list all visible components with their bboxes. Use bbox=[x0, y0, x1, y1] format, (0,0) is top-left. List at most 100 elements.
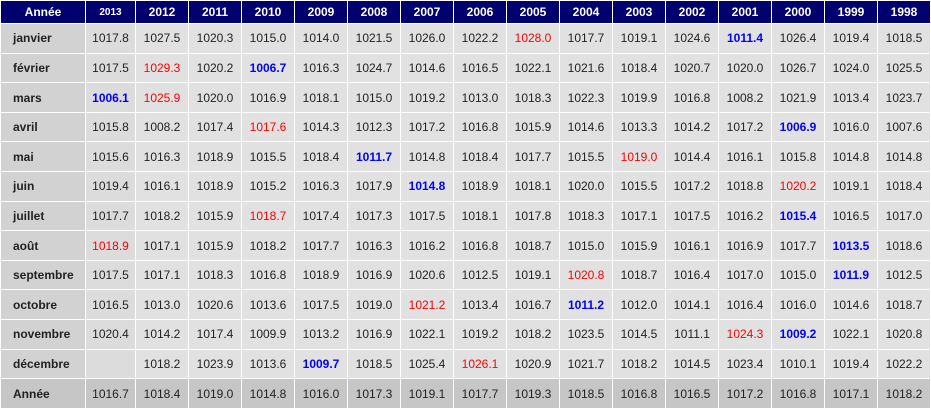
value-cell: 1026.7 bbox=[771, 52, 825, 84]
value-cell: 1017.2 bbox=[400, 111, 454, 143]
value-cell: 1016.2 bbox=[718, 200, 772, 232]
value-cell: 1018.1 bbox=[294, 82, 348, 113]
value-cell: 1014.5 bbox=[665, 348, 719, 380]
value-cell: 1016.9 bbox=[241, 82, 295, 113]
value-cell: 1023.5 bbox=[559, 319, 613, 350]
value-cell: 1016.3 bbox=[347, 230, 401, 261]
value-cell: 1023.7 bbox=[877, 82, 931, 113]
value-cell: 1009.9 bbox=[241, 319, 295, 350]
value-cell: 1013.3 bbox=[612, 111, 666, 143]
value-cell: 1022.1 bbox=[400, 319, 454, 350]
value-cell: 1016.8 bbox=[771, 378, 825, 409]
value-cell: 1016.5 bbox=[85, 289, 136, 321]
value-cell: 1024.7 bbox=[347, 52, 401, 84]
value-cell: 1017.7 bbox=[559, 23, 613, 54]
value-cell: 1023.4 bbox=[718, 348, 772, 380]
value-cell: 1021.9 bbox=[771, 82, 825, 113]
value-cell: 1017.8 bbox=[85, 23, 136, 54]
value-cell bbox=[85, 348, 136, 380]
value-cell: 1020.2 bbox=[771, 171, 825, 202]
value-cell: 1019.2 bbox=[453, 319, 507, 350]
value-cell: 1019.0 bbox=[612, 141, 666, 173]
value-cell: 1019.1 bbox=[506, 259, 560, 291]
value-cell: 1018.2 bbox=[506, 319, 560, 350]
row-label: décembre bbox=[0, 348, 86, 380]
value-cell: 1021.6 bbox=[559, 52, 613, 84]
year-header: 2006 bbox=[453, 0, 507, 24]
value-cell: 1020.7 bbox=[665, 52, 719, 84]
value-cell: 1016.5 bbox=[824, 200, 878, 232]
value-cell: 1006.9 bbox=[771, 111, 825, 143]
month-row: juillet 1017.7 1018.2 1015.9 1018.7 1017.4 101… bbox=[0, 200, 931, 232]
value-cell: 1017.7 bbox=[294, 230, 348, 261]
value-cell: 1021.2 bbox=[400, 289, 454, 321]
value-cell: 1017.1 bbox=[135, 259, 189, 291]
value-cell: 1017.5 bbox=[294, 289, 348, 321]
annual-row: Année 1016.7 1018.4 1019.0 1014.8 1016.0 1017.… bbox=[0, 378, 931, 409]
year-header: 2004 bbox=[559, 0, 613, 24]
value-cell: 1016.3 bbox=[294, 52, 348, 84]
value-cell: 1020.3 bbox=[188, 23, 242, 54]
value-cell: 1017.4 bbox=[294, 200, 348, 232]
value-cell: 1015.6 bbox=[85, 141, 136, 173]
value-cell: 1016.8 bbox=[612, 378, 666, 409]
row-label: janvier bbox=[0, 23, 86, 54]
value-cell: 1019.9 bbox=[612, 82, 666, 113]
value-cell: 1016.9 bbox=[347, 319, 401, 350]
year-header: 2003 bbox=[612, 0, 666, 24]
value-cell: 1016.8 bbox=[665, 82, 719, 113]
value-cell: 1026.1 bbox=[453, 348, 507, 380]
year-header: 2013 bbox=[85, 0, 136, 24]
value-cell: 1015.5 bbox=[612, 171, 666, 202]
value-cell: 1013.4 bbox=[453, 289, 507, 321]
month-row: novembre 1020.4 1014.2 1017.4 1009.9 1013.2 10… bbox=[0, 319, 931, 350]
month-row: mai 1015.6 1016.3 1018.9 1015.5 1018.4 1011.7 1… bbox=[0, 141, 931, 173]
value-cell: 1018.8 bbox=[718, 171, 772, 202]
row-label: février bbox=[0, 52, 86, 84]
row-label: mai bbox=[0, 141, 86, 173]
value-cell: 1011.2 bbox=[559, 289, 613, 321]
value-cell: 1006.1 bbox=[85, 82, 136, 113]
value-cell: 1018.1 bbox=[506, 171, 560, 202]
value-cell: 1024.3 bbox=[718, 319, 772, 350]
value-cell: 1029.3 bbox=[135, 52, 189, 84]
value-cell: 1017.4 bbox=[188, 319, 242, 350]
value-cell: 1016.3 bbox=[294, 171, 348, 202]
value-cell: 1011.4 bbox=[718, 23, 772, 54]
value-cell: 1015.0 bbox=[241, 23, 295, 54]
value-cell: 1017.2 bbox=[718, 378, 772, 409]
value-cell: 1017.5 bbox=[85, 52, 136, 84]
value-cell: 1026.0 bbox=[400, 23, 454, 54]
year-header: 2008 bbox=[347, 0, 401, 24]
year-header: 2002 bbox=[665, 0, 719, 24]
year-header: 2007 bbox=[400, 0, 454, 24]
value-cell: 1018.1 bbox=[453, 200, 507, 232]
value-cell: 1017.1 bbox=[824, 378, 878, 409]
year-header: 2012 bbox=[135, 0, 189, 24]
year-header: 2001 bbox=[718, 0, 772, 24]
value-cell: 1015.8 bbox=[771, 141, 825, 173]
row-label: Année bbox=[0, 378, 86, 409]
value-cell: 1020.0 bbox=[188, 82, 242, 113]
value-cell: 1006.7 bbox=[241, 52, 295, 84]
value-cell: 1018.7 bbox=[877, 289, 931, 321]
year-header: 2000 bbox=[771, 0, 825, 24]
value-cell: 1017.3 bbox=[347, 378, 401, 409]
value-cell: 1018.9 bbox=[188, 141, 242, 173]
value-cell: 1019.2 bbox=[400, 82, 454, 113]
value-cell: 1015.9 bbox=[188, 230, 242, 261]
value-cell: 1011.1 bbox=[665, 319, 719, 350]
value-cell: 1018.9 bbox=[188, 171, 242, 202]
value-cell: 1018.7 bbox=[241, 200, 295, 232]
value-cell: 1016.1 bbox=[718, 141, 772, 173]
value-cell: 1017.0 bbox=[718, 259, 772, 291]
value-cell: 1021.5 bbox=[347, 23, 401, 54]
value-cell: 1018.2 bbox=[135, 200, 189, 232]
value-cell: 1019.4 bbox=[824, 348, 878, 380]
value-cell: 1016.0 bbox=[824, 111, 878, 143]
month-row: septembre 1017.5 1017.1 1018.3 1016.8 1018.9 1… bbox=[0, 259, 931, 291]
month-row: février 1017.5 1029.3 1020.2 1006.7 1016.3 102… bbox=[0, 52, 931, 84]
value-cell: 1016.0 bbox=[771, 289, 825, 321]
value-cell: 1016.2 bbox=[400, 230, 454, 261]
